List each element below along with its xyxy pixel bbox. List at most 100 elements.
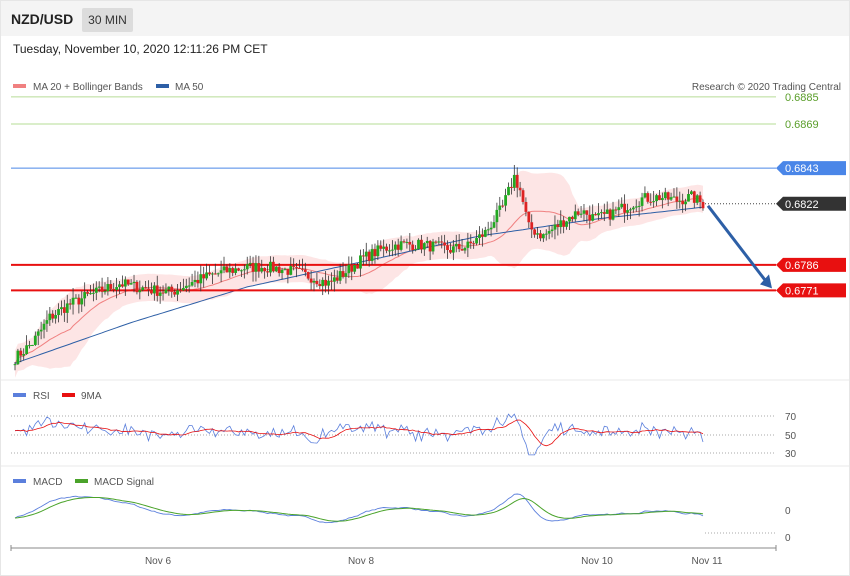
candle-body (51, 313, 55, 319)
candle-body (695, 195, 699, 203)
candle-body (379, 245, 383, 249)
candle-body (263, 267, 267, 272)
candle-body (640, 197, 644, 206)
candle-body (614, 209, 618, 211)
candle-body (466, 241, 470, 248)
candle-body (121, 284, 124, 287)
rsi-grid: 70 50 30 (11, 412, 797, 460)
candle-body (643, 193, 647, 198)
level-label-0.6869: 0.6869 (785, 119, 819, 131)
candle-body (277, 266, 281, 274)
candle-body (208, 272, 211, 275)
legend-label-macd-signal: MACD Signal (94, 477, 154, 488)
copyright-text: Research © 2020 Trading Central (692, 82, 841, 93)
candle-body (303, 269, 307, 272)
candle-body (504, 195, 507, 206)
candle-body (597, 213, 600, 216)
candle-body (94, 287, 98, 293)
candle-body (692, 191, 696, 203)
candle-body (443, 242, 447, 246)
level-tag-0.6843 (776, 161, 846, 176)
candle-body (393, 244, 397, 250)
candle-body (170, 286, 174, 292)
candle-body (83, 292, 87, 299)
candle-body (36, 331, 40, 336)
candle-body (629, 209, 632, 211)
candle-body (533, 229, 537, 235)
candle-body (298, 267, 301, 269)
macd-lines (14, 493, 704, 524)
candle-body (370, 249, 374, 261)
candle-body (74, 297, 78, 299)
candle-body (347, 264, 351, 274)
candle-body (588, 214, 592, 221)
candle-body (541, 234, 545, 239)
main-legend: MA 20 + Bollinger Bands MA 50 (13, 82, 204, 93)
candle-body (155, 285, 159, 296)
candle-body (446, 245, 449, 250)
level-tag-0.6822 (776, 196, 846, 211)
candle-body (602, 212, 606, 214)
candle-body (112, 288, 116, 290)
candle-body (196, 279, 200, 284)
candle-body (89, 293, 92, 295)
candle-body (579, 213, 583, 215)
symbol-title: NZD/USD (11, 11, 74, 27)
candle-body (460, 249, 464, 251)
candle-body (187, 285, 191, 287)
candle-body (115, 287, 119, 290)
candle-body (414, 249, 418, 251)
candle-body (483, 229, 487, 237)
candle-body (228, 268, 232, 273)
timeframe-button[interactable]: 30 MIN (82, 8, 133, 32)
rsi-tick-70: 70 (785, 412, 797, 423)
candle-body (77, 297, 81, 305)
bollinger-band-area (15, 170, 703, 378)
candle-body (57, 309, 60, 316)
candle-body (570, 216, 574, 220)
candle-body (524, 201, 528, 212)
candle-body (425, 240, 429, 244)
candle-body (530, 222, 534, 230)
candle-body (248, 262, 252, 265)
forecast-arrow-head (760, 274, 772, 289)
candle-body (359, 255, 362, 269)
candle-body (126, 279, 130, 285)
candle-body (469, 241, 473, 244)
candle-body (463, 247, 467, 251)
candle-body (39, 329, 43, 332)
candle-body (138, 290, 142, 293)
candle-body (599, 212, 603, 214)
candle-body (576, 211, 580, 215)
candle-body (141, 287, 145, 291)
rsi-tick-50: 50 (785, 431, 797, 442)
candle-body (689, 191, 693, 195)
ma50-path (14, 206, 704, 364)
candle-body (457, 243, 461, 250)
candle-body (495, 209, 499, 223)
candle-body (364, 251, 368, 257)
candle-body (669, 197, 673, 200)
candle-body (431, 241, 435, 252)
candle-body (330, 280, 333, 282)
macd-tick-upper: 0 (785, 506, 791, 517)
candle-body (309, 278, 313, 283)
candle-body (315, 280, 319, 285)
legend-swatch-ma20 (13, 84, 26, 88)
candle-body (28, 345, 31, 347)
candle-body (582, 210, 586, 214)
candle-body (152, 285, 156, 294)
legend-swatch-macd (13, 479, 26, 483)
candle-body (318, 284, 322, 287)
candle-body (356, 265, 359, 269)
macd-signal-line (14, 497, 704, 522)
candle-body (65, 303, 69, 313)
rsi-tick-30: 30 (785, 449, 797, 460)
candle-body (176, 290, 179, 295)
candle-body (536, 233, 539, 235)
x-tick-nov6: Nov 6 (145, 556, 172, 567)
candle-body (521, 190, 525, 202)
candle-body (501, 205, 505, 207)
legend-label-rsi-ma: 9MA (81, 391, 102, 402)
candle-body (274, 266, 278, 272)
